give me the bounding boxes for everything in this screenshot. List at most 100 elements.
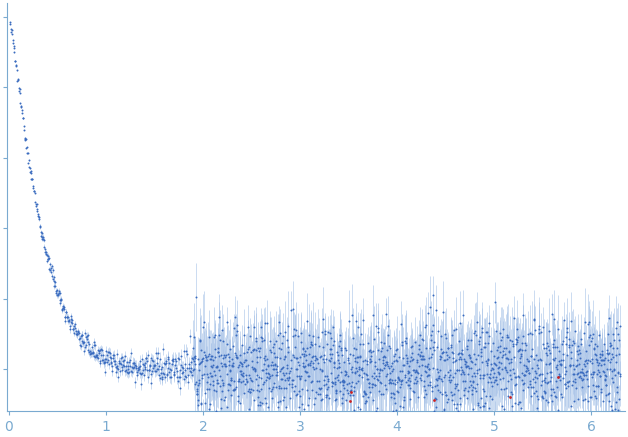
Point: [505, 336, 515, 343]
Point: [268, 365, 278, 372]
Point: [21, 136, 31, 143]
Point: [171, 374, 181, 381]
Point: [539, 388, 550, 395]
Point: [171, 357, 181, 364]
Point: [418, 356, 428, 363]
Point: [495, 375, 505, 382]
Point: [533, 409, 543, 416]
Point: [268, 344, 278, 351]
Point: [269, 366, 279, 373]
Point: [192, 390, 202, 397]
Point: [122, 359, 132, 366]
Point: [303, 361, 313, 368]
Point: [181, 347, 192, 354]
Point: [453, 387, 463, 394]
Point: [289, 354, 299, 361]
Point: [555, 372, 565, 379]
Point: [527, 365, 537, 372]
Point: [275, 367, 285, 374]
Point: [30, 189, 40, 196]
Point: [517, 339, 528, 346]
Point: [350, 369, 360, 376]
Point: [330, 374, 340, 381]
Point: [380, 362, 390, 369]
Point: [588, 381, 598, 388]
Point: [504, 378, 514, 385]
Point: [414, 332, 425, 339]
Point: [277, 340, 287, 347]
Point: [338, 378, 349, 385]
Point: [195, 359, 205, 366]
Point: [158, 373, 168, 380]
Point: [322, 386, 332, 393]
Point: [320, 327, 330, 334]
Point: [112, 365, 122, 372]
Point: [79, 348, 89, 355]
Point: [370, 358, 380, 365]
Point: [502, 354, 512, 361]
Point: [347, 379, 357, 386]
Point: [566, 354, 576, 361]
Point: [327, 382, 337, 389]
Point: [525, 380, 535, 387]
Point: [543, 398, 553, 405]
Point: [283, 376, 293, 383]
Point: [291, 327, 301, 334]
Point: [501, 364, 511, 371]
Point: [482, 362, 492, 369]
Point: [382, 323, 392, 329]
Point: [607, 350, 617, 357]
Point: [345, 387, 355, 394]
Point: [297, 351, 307, 358]
Point: [58, 304, 68, 311]
Point: [281, 352, 291, 359]
Point: [355, 354, 365, 361]
Point: [536, 392, 546, 399]
Point: [117, 364, 127, 371]
Point: [487, 395, 497, 402]
Point: [337, 395, 347, 402]
Point: [276, 385, 286, 392]
Point: [6, 28, 16, 35]
Point: [466, 365, 476, 372]
Point: [262, 319, 272, 326]
Point: [598, 368, 609, 375]
Point: [468, 383, 479, 390]
Point: [332, 374, 342, 381]
Point: [511, 336, 521, 343]
Point: [404, 382, 414, 388]
Point: [317, 367, 327, 374]
Point: [207, 353, 217, 360]
Point: [580, 395, 590, 402]
Point: [245, 388, 255, 395]
Point: [585, 332, 595, 339]
Point: [423, 382, 433, 388]
Point: [371, 382, 381, 388]
Point: [300, 367, 310, 374]
Point: [85, 350, 95, 357]
Point: [360, 371, 371, 378]
Point: [86, 350, 96, 357]
Point: [440, 371, 450, 378]
Point: [242, 345, 252, 352]
Point: [290, 382, 300, 389]
Point: [506, 389, 516, 396]
Point: [144, 361, 154, 368]
Point: [336, 347, 346, 354]
Point: [350, 368, 360, 375]
Point: [314, 378, 324, 385]
Point: [22, 143, 32, 150]
Point: [441, 392, 452, 399]
Point: [399, 397, 409, 404]
Point: [328, 323, 338, 330]
Point: [423, 372, 433, 379]
Point: [227, 362, 237, 369]
Point: [412, 368, 422, 375]
Point: [523, 330, 533, 337]
Point: [404, 396, 414, 403]
Point: [548, 341, 558, 348]
Point: [455, 400, 465, 407]
Point: [540, 390, 550, 397]
Point: [538, 323, 548, 330]
Point: [233, 378, 243, 385]
